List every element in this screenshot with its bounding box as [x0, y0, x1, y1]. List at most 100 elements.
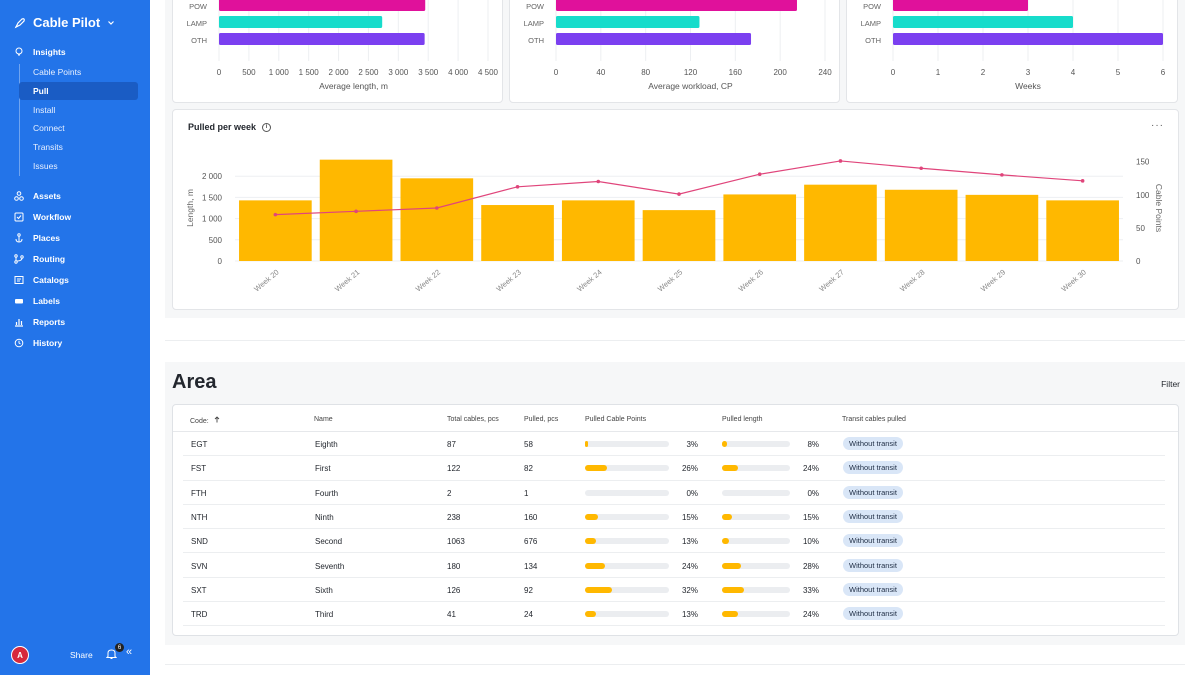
cell-name: Sixth — [315, 585, 333, 595]
bar-oth[interactable] — [556, 33, 752, 45]
cell-cp-pct: 24% — [681, 561, 698, 571]
table-row[interactable]: SVN Seventh 180 134 24% 28% Without transit — [183, 554, 1165, 578]
x-tick-label: 1 000 — [269, 68, 290, 77]
table-row[interactable]: NTH Ninth 238 160 15% 15% Without transit — [183, 505, 1165, 530]
line-point[interactable] — [677, 192, 681, 196]
nav-places[interactable]: Places — [0, 227, 150, 248]
line-point[interactable] — [435, 206, 439, 210]
bar-oth[interactable] — [893, 33, 1163, 45]
week-bar[interactable] — [965, 194, 1039, 261]
bar-lamp[interactable] — [893, 16, 1073, 28]
nav-places-label: Places — [33, 232, 60, 243]
x-tick-label: 3 500 — [418, 68, 439, 77]
cell-length-pct: 15% — [802, 512, 819, 522]
nav-workflow[interactable]: Workflow — [0, 206, 150, 227]
line-point[interactable] — [596, 179, 601, 184]
col-pulled-cp[interactable]: Pulled Cable Points — [585, 416, 647, 423]
table-row[interactable]: FST First 122 82 26% 24% Without transit — [183, 456, 1165, 481]
bar-pow[interactable] — [893, 0, 1028, 11]
col-code-label: Code: — [190, 418, 209, 425]
col-code[interactable]: Code: — [190, 416, 220, 425]
x-tick-label: 120 — [684, 68, 698, 77]
nav-connect[interactable]: Connect — [0, 119, 150, 138]
cell-length-pct: 28% — [802, 561, 819, 571]
table-row[interactable]: TRD Third 41 24 13% 24% Without transit — [183, 602, 1165, 627]
cell-code: SVN — [191, 561, 208, 571]
line-point[interactable] — [515, 185, 520, 189]
bar-pow[interactable] — [556, 0, 797, 11]
more-options-icon[interactable]: ··· — [1151, 120, 1164, 131]
x-tick-label: 0 — [554, 68, 559, 77]
line-point[interactable] — [354, 209, 358, 214]
cp-progress — [585, 538, 669, 545]
cp-progress-fill — [585, 586, 612, 593]
share-button[interactable]: Share — [70, 650, 93, 660]
avatar[interactable]: A — [11, 646, 29, 664]
week-bar[interactable] — [561, 200, 635, 261]
line-point[interactable] — [757, 172, 762, 177]
nav-pull[interactable]: Pull — [19, 81, 138, 101]
col-pulled-length[interactable]: Pulled length — [722, 416, 763, 423]
cell-length-pct: 24% — [802, 464, 819, 474]
week-bar[interactable] — [400, 178, 474, 261]
week-bar[interactable] — [1046, 200, 1119, 261]
nav-history[interactable]: History — [0, 332, 150, 353]
week-bar[interactable] — [804, 184, 877, 261]
y2-tick-label: 0 — [1136, 257, 1141, 266]
chart-icon — [15, 318, 23, 327]
nav-labels[interactable]: Labels — [0, 290, 150, 311]
line-point[interactable] — [273, 212, 278, 217]
col-name[interactable]: Name — [314, 416, 333, 423]
cell-total: 122 — [447, 464, 461, 474]
nav-history-label: History — [33, 337, 63, 348]
x-tick-label: Week 30 — [1060, 268, 1088, 294]
avg-workload-card: 0 40 80 120 160 200 240 POW LAMP OTH Average workl… — [509, 0, 840, 103]
x-tick-label: Week 22 — [414, 268, 442, 294]
nav-catalogs[interactable]: Catalogs — [0, 269, 150, 290]
week-bar[interactable] — [481, 205, 554, 261]
x-tick-label: 1 — [936, 68, 941, 77]
cell-pulled: 92 — [524, 585, 533, 595]
cell-code: NTH — [191, 512, 208, 522]
week-bar[interactable] — [239, 200, 312, 261]
nav-install[interactable]: Install — [0, 100, 150, 119]
line-point[interactable] — [1080, 179, 1085, 183]
line-point[interactable] — [919, 166, 923, 171]
cell-code: SXT — [191, 585, 207, 595]
cell-total: 180 — [447, 561, 461, 571]
nav-reports[interactable]: Reports — [0, 311, 150, 332]
nav-routing[interactable]: Routing — [0, 248, 150, 269]
table-row[interactable]: SXT Sixth 126 92 32% 33% Without transit — [183, 578, 1165, 603]
table-row[interactable]: EGT Eighth 87 58 3% 8% Without transit — [183, 432, 1165, 457]
app-switcher[interactable]: Cable Pilot — [14, 15, 115, 30]
filter-button[interactable]: Filter — [1161, 379, 1180, 389]
nav-issues[interactable]: Issues — [0, 156, 150, 175]
cp-progress — [585, 586, 669, 593]
week-bar[interactable] — [723, 194, 797, 261]
table-row[interactable]: SND Second 1063 676 13% 10% Without transit — [183, 529, 1165, 554]
collapse-sidebar-icon[interactable]: « — [126, 646, 133, 658]
bar-lamp[interactable] — [219, 16, 383, 28]
table-row[interactable]: FTH Fourth 2 1 0% 0% Without transit — [183, 481, 1165, 505]
line-point[interactable] — [1000, 173, 1004, 177]
sidebar: Cable Pilot Insights Cable Points Pull I… — [0, 0, 150, 675]
cell-pulled: 24 — [524, 610, 533, 620]
nav-cable-points[interactable]: Cable Points — [0, 63, 150, 82]
bar-pow[interactable] — [219, 0, 426, 11]
bar-lamp[interactable] — [556, 16, 700, 28]
week-bar[interactable] — [642, 210, 716, 261]
cell-length-pct: 0% — [807, 488, 819, 498]
bar-oth[interactable] — [219, 33, 425, 45]
nav-assets[interactable]: Assets — [0, 185, 150, 206]
col-total[interactable]: Total cables, pcs — [447, 416, 499, 423]
info-icon[interactable]: i — [262, 122, 272, 132]
nav-transits[interactable]: Transits — [0, 138, 150, 157]
nav-insights[interactable]: Insights — [0, 41, 150, 62]
bell-icon[interactable] — [106, 648, 117, 660]
line-point[interactable] — [838, 159, 843, 163]
col-transit[interactable]: Transit cables pulled — [842, 416, 906, 423]
week-bar[interactable] — [884, 189, 958, 261]
col-pulled[interactable]: Pulled, pcs — [524, 416, 559, 423]
cp-progress — [585, 611, 669, 618]
sidebar-footer: A Share 6 « — [0, 635, 150, 675]
